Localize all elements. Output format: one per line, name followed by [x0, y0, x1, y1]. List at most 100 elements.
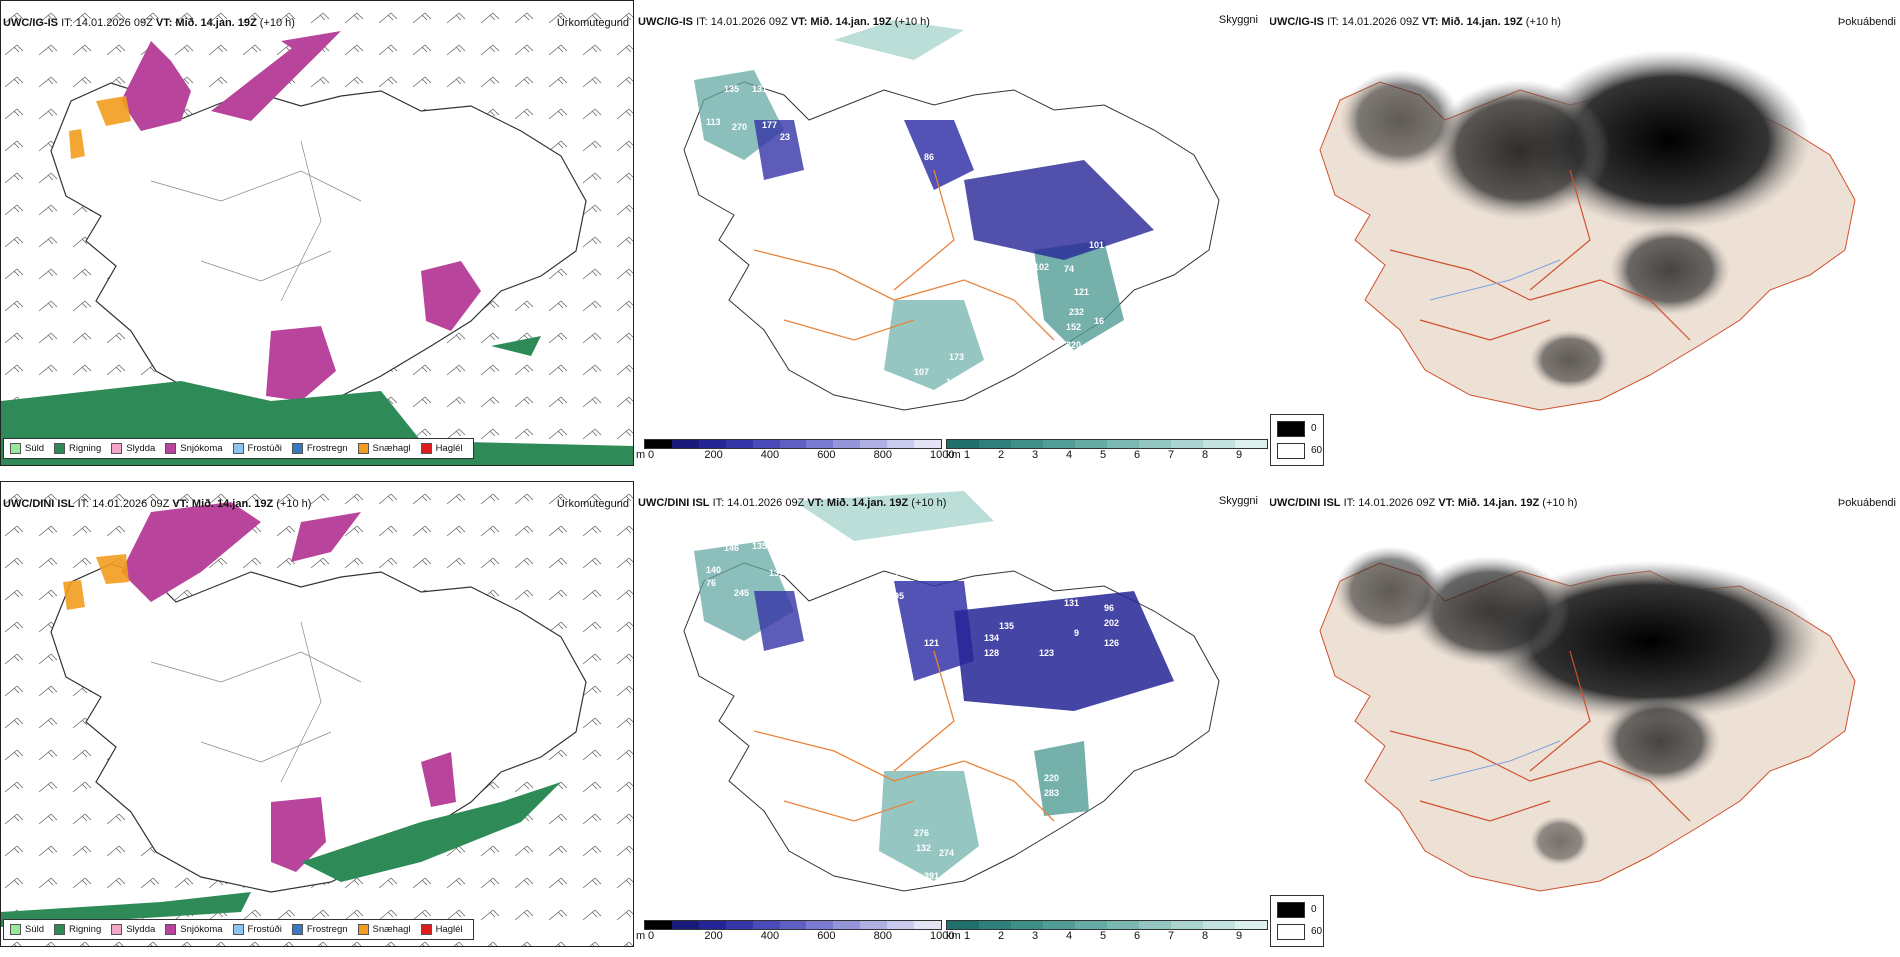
fog-area: [1340, 70, 1460, 170]
map-label: 126: [1104, 638, 1119, 648]
visibility-area: [834, 20, 964, 60]
map-label: 23: [780, 132, 790, 142]
lead-time: (+10 h): [276, 498, 312, 510]
colorbar-segment: [1043, 440, 1075, 448]
colorbar-tick-label: 9: [1236, 449, 1243, 461]
visibility-colorbar: km 12345678910: [946, 437, 1282, 463]
model-name: UWC/DINI ISL: [3, 498, 75, 510]
colorbar-segment: [1235, 921, 1267, 929]
map-label: 86: [924, 152, 934, 162]
map-label: 274: [939, 848, 954, 858]
colorbar-tick-label: 600: [817, 449, 836, 461]
precip-legend: Súld Rigning Slydda Snjókoma Frostúði Fr…: [3, 438, 474, 459]
valid-time-label: VT:: [790, 16, 808, 28]
map-label: 87: [774, 224, 784, 234]
legend-swatch: [10, 924, 21, 935]
colorbar-segment: [752, 440, 780, 448]
colorbar-segment: [671, 440, 699, 448]
fog-legend-label: 60: [1311, 926, 1323, 937]
legend-swatch: [111, 443, 123, 454]
valid-time: Mið. 14.jan. 19Z: [826, 497, 909, 509]
valid-time: Mið. 14.jan. 19Z: [1441, 16, 1523, 28]
fog-legend-swatch: [1277, 902, 1305, 918]
colorbar-tick-label: 800: [873, 930, 892, 942]
colorbar-tick-label: 7: [1168, 930, 1175, 942]
init-time: IT: 14.01.2026 09Z: [77, 498, 170, 510]
colorbar-unit: km: [946, 930, 961, 942]
colorbar-tick-label: 3: [1032, 449, 1039, 461]
colorbar-segment: [914, 440, 941, 448]
snow-area: [266, 326, 336, 401]
panel-title: Þokuábendi: [1837, 16, 1896, 28]
visibility-area: [1034, 240, 1124, 350]
colorbar-tick-label: 6: [1134, 449, 1141, 461]
fog-index-panel: UWC/IG-IS IT: 14.01.2026 09Z VT: Mið. 14…: [1270, 0, 1900, 476]
map-label: 245: [734, 588, 749, 598]
colorbar-swatches: [644, 439, 942, 449]
colorbar-segment: [645, 440, 672, 448]
visibility-area: [884, 300, 984, 390]
snow-area: [281, 31, 341, 61]
colorbar-segment: [1011, 440, 1043, 448]
colorbar-tick-label: 5: [1100, 930, 1107, 942]
colorbar-segment: [947, 440, 979, 448]
legend-item: Rigning: [54, 924, 101, 935]
colorbar-segment: [1139, 921, 1171, 929]
map-label: 135: [724, 84, 739, 94]
colorbar-tick-label: 400: [760, 930, 780, 942]
lead-time: (+10 h): [894, 16, 930, 28]
map-label: 134: [984, 633, 999, 643]
map-label: 173: [949, 352, 964, 362]
map-label: 74: [1064, 264, 1074, 274]
cloudbase-area: [894, 581, 974, 681]
panel-title: Skyggni: [1218, 495, 1258, 507]
colorbar-swatches: [644, 920, 942, 930]
legend-swatch: [165, 443, 177, 454]
legend-swatch: [111, 924, 123, 935]
colorbar-tick-label: 4: [1066, 930, 1073, 942]
visibility-panel: 135 131 113 270 177 23 86 120 87 122 10 …: [634, 0, 1270, 476]
visibility-area: [879, 771, 979, 881]
colorbar-segment: [833, 921, 861, 929]
visibility-area: [794, 491, 994, 541]
map-label: 121: [924, 638, 939, 648]
legend-item: Frostúði: [232, 443, 282, 454]
map-label: 128: [984, 648, 999, 658]
panel-header: UWC/DINI ISL IT: 14.01.2026 09Z VT: Mið.…: [638, 497, 946, 509]
cloudbase-area: [904, 120, 974, 190]
fog-area: [1610, 225, 1730, 315]
map-label: 21: [1012, 277, 1022, 287]
map-label: 232: [1069, 307, 1084, 317]
colorbar-tick-label: 5: [1100, 449, 1107, 461]
map-label: 220: [1066, 340, 1081, 350]
graupel-area: [63, 580, 85, 610]
model-row-dini: UWC/DINI ISL IT: 14.01.2026 09Z VT: Mið.…: [0, 481, 1900, 957]
legend-swatch: [357, 924, 369, 935]
panel-header: UWC/IG-IS IT: 14.01.2026 09Z VT: Mið. 14…: [638, 16, 930, 28]
colorbar-tick-label: 0: [648, 449, 655, 461]
graupel-area: [96, 96, 131, 126]
legend-item: Frostúði: [232, 924, 282, 935]
colorbar-segment: [1107, 921, 1139, 929]
colorbar-tick-label: 8: [1202, 930, 1209, 942]
panel-header: UWC/IG-IS IT: 14.01.2026 09Z VT: Mið. 14…: [3, 17, 295, 29]
colorbar-segment: [1171, 921, 1203, 929]
lead-time: (+10 h): [1542, 497, 1578, 509]
colorbar-segment: [979, 440, 1011, 448]
fog-index-panel: UWC/DINI ISL IT: 14.01.2026 09Z VT: Mið.…: [1270, 481, 1900, 957]
rain-area: [301, 782, 561, 882]
valid-time-label: VT:: [155, 17, 173, 29]
road-network: [753, 650, 1055, 822]
precip-type-panel: UWC/DINI ISL IT: 14.01.2026 09Z VT: Mið.…: [0, 481, 634, 947]
road-network: [1389, 650, 1691, 822]
map-label: 177: [762, 120, 777, 130]
cloudbase-area: [754, 120, 804, 180]
rain-area: [491, 336, 541, 356]
fog-legend-swatch: [1277, 443, 1305, 459]
colorbar-segment: [806, 440, 834, 448]
legend-item: Snjókoma: [165, 443, 223, 454]
visibility-panel: 146 135 140 76 245 137 241 95 173 66 132…: [634, 481, 1270, 957]
colorbar-segment: [1043, 921, 1075, 929]
map-label: 391: [924, 871, 939, 881]
map-label: 132: [916, 843, 931, 853]
